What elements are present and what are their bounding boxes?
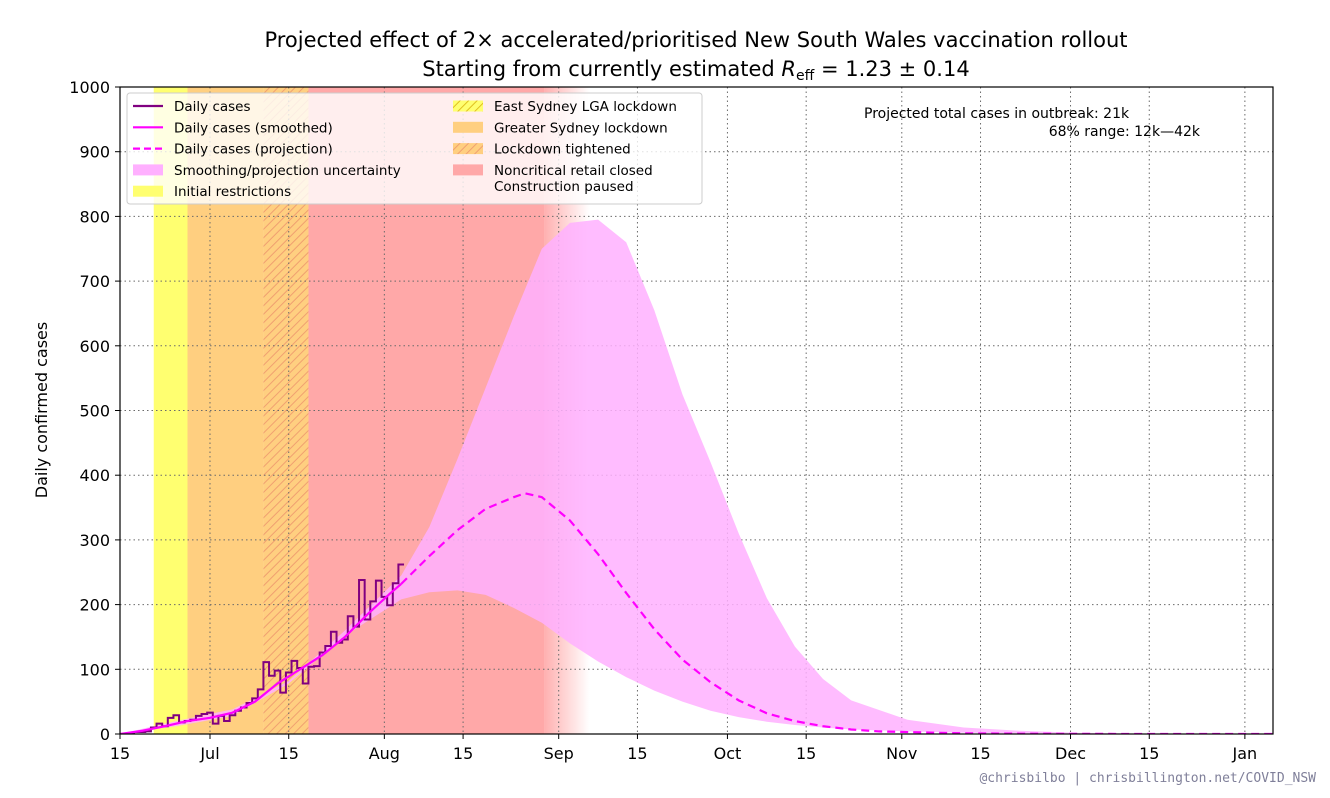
x-tick-label-3: Aug xyxy=(369,744,400,763)
legend-entry-0-label: Daily cases xyxy=(174,99,251,115)
x-tick-label-0: 15 xyxy=(110,744,130,763)
legend-entry-8-label2: Construction paused xyxy=(494,179,634,195)
legend: Daily cases Daily cases (smoothed) Daily c… xyxy=(126,92,703,205)
legend-entry-1-label: Daily cases (smoothed) xyxy=(174,120,333,136)
legend-entry-6-label: Greater Sydney lockdown xyxy=(494,120,668,136)
legend-entry-7-swatch xyxy=(453,143,483,155)
x-tick-label-9: Nov xyxy=(886,744,917,763)
annotation-total-cases: Projected total cases in outbreak: 21k xyxy=(864,106,1130,122)
x-tick-label-1: Jul xyxy=(199,744,219,763)
y-tick-label-2: 200 xyxy=(79,596,110,615)
y-tick-label-7: 700 xyxy=(79,272,110,291)
legend-entry-5-label: East Sydney LGA lockdown xyxy=(494,99,677,115)
legend-entry-4-swatch xyxy=(133,185,163,197)
y-tick-label-1: 100 xyxy=(79,660,110,679)
y-axis: 0 100 200 300 400 500 600 700 800 900 1000 xyxy=(69,78,120,744)
legend-entry-3-label: Smoothing/projection uncertainty xyxy=(174,163,401,179)
legend-entry-7-label: Lockdown tightened xyxy=(494,142,631,158)
annotation-range: 68% range: 12k—42k xyxy=(1049,124,1201,140)
x-axis: 15 Jul 15 Aug 15 Sep 15 Oct 15 Nov 15 Dec 15 Jan xyxy=(110,734,1257,763)
y-tick-label-5: 500 xyxy=(79,402,110,421)
y-tick-label-9: 900 xyxy=(79,143,110,162)
x-tick-label-11: Dec xyxy=(1055,744,1086,763)
chart-title: Projected effect of 2× accelerated/prior… xyxy=(264,28,1127,52)
x-tick-label-7: Oct xyxy=(714,744,742,763)
y-axis-label: Daily confirmed cases xyxy=(32,322,51,498)
credit-text: @chrisbilbo | chrisbillington.net/COVID_… xyxy=(979,771,1316,786)
y-tick-label-4: 400 xyxy=(79,466,110,485)
chart-subtitle: Starting from currently estimated Reff =… xyxy=(422,57,969,84)
x-tick-label-5: Sep xyxy=(544,744,574,763)
x-tick-label-13: Jan xyxy=(1232,744,1258,763)
y-tick-label-6: 600 xyxy=(79,337,110,356)
x-tick-label-8: 15 xyxy=(796,744,816,763)
uncertainty-band-area xyxy=(120,219,1273,734)
x-tick-label-6: 15 xyxy=(627,744,647,763)
legend-entry-8-label: Noncritical retail closed xyxy=(494,163,653,179)
legend-entry-4-label: Initial restrictions xyxy=(174,184,291,200)
x-tick-label-2: 15 xyxy=(279,744,299,763)
y-tick-label-0: 0 xyxy=(100,725,110,744)
series-daily-cases xyxy=(120,563,405,734)
x-tick-label-10: 15 xyxy=(970,744,990,763)
y-tick-label-8: 800 xyxy=(79,207,110,226)
legend-box xyxy=(126,92,703,205)
legend-entry-5-swatch xyxy=(453,100,483,112)
uncertainty-band xyxy=(120,219,1273,734)
x-tick-label-12: 15 xyxy=(1139,744,1159,763)
y-tick-label-3: 300 xyxy=(79,531,110,550)
x-tick-label-4: 15 xyxy=(453,744,473,763)
legend-entry-2-label: Daily cases (projection) xyxy=(174,142,333,158)
legend-entry-3-swatch xyxy=(133,164,163,176)
y-tick-label-10: 1000 xyxy=(69,78,110,97)
series-smoothed xyxy=(120,583,402,734)
legend-entry-8-swatch xyxy=(453,164,483,176)
legend-entry-6-swatch xyxy=(453,121,483,133)
